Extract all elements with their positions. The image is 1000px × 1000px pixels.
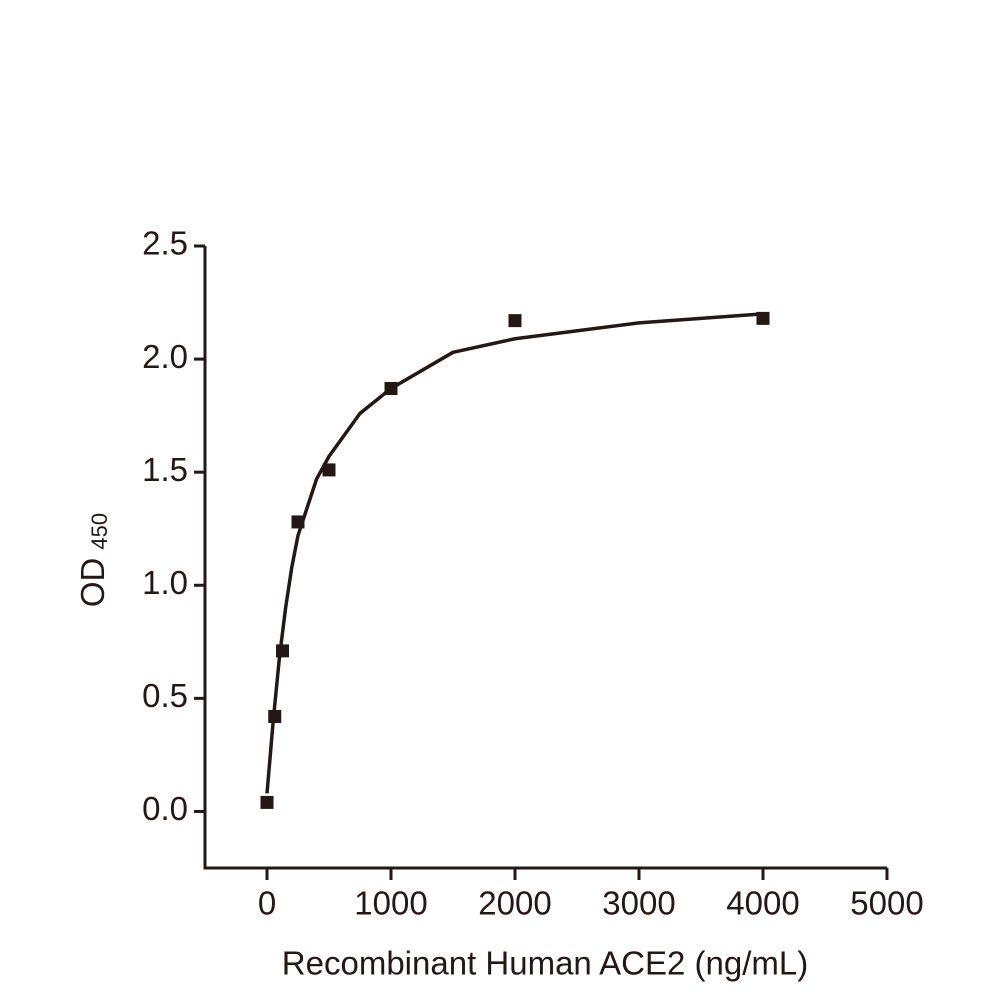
x-axis-label: Recombinant Human ACE2 (ng/mL): [282, 945, 808, 982]
data-point: [268, 709, 282, 723]
y-tick-label: 2.0: [142, 338, 188, 375]
y-axis-label-main: OD: [74, 558, 111, 608]
y-tick-label: 2.5: [142, 225, 188, 262]
y-axis-label: OD 450: [74, 513, 112, 607]
data-point: [291, 515, 305, 529]
x-tick-label: 2000: [478, 885, 551, 922]
data-point: [508, 314, 522, 328]
fit-curve: [265, 312, 764, 794]
data-point: [384, 381, 398, 395]
x-tick-label: 0: [258, 885, 276, 922]
x-tick-label: 1000: [354, 885, 427, 922]
data-point: [322, 463, 336, 477]
data-point: [276, 644, 289, 658]
data-point: [260, 795, 274, 809]
y-tick-label: 0.5: [142, 677, 188, 714]
y-axis-label-subscript: 450: [87, 513, 112, 550]
y-tick-label: 1.5: [142, 451, 188, 488]
x-tick-label: 3000: [602, 885, 675, 922]
y-tick-label: 0.0: [142, 790, 188, 827]
data-point: [756, 311, 770, 325]
y-tick-label: 1.0: [142, 564, 188, 601]
x-tick-label: 5000: [850, 885, 923, 922]
x-tick-label: 4000: [726, 885, 799, 922]
